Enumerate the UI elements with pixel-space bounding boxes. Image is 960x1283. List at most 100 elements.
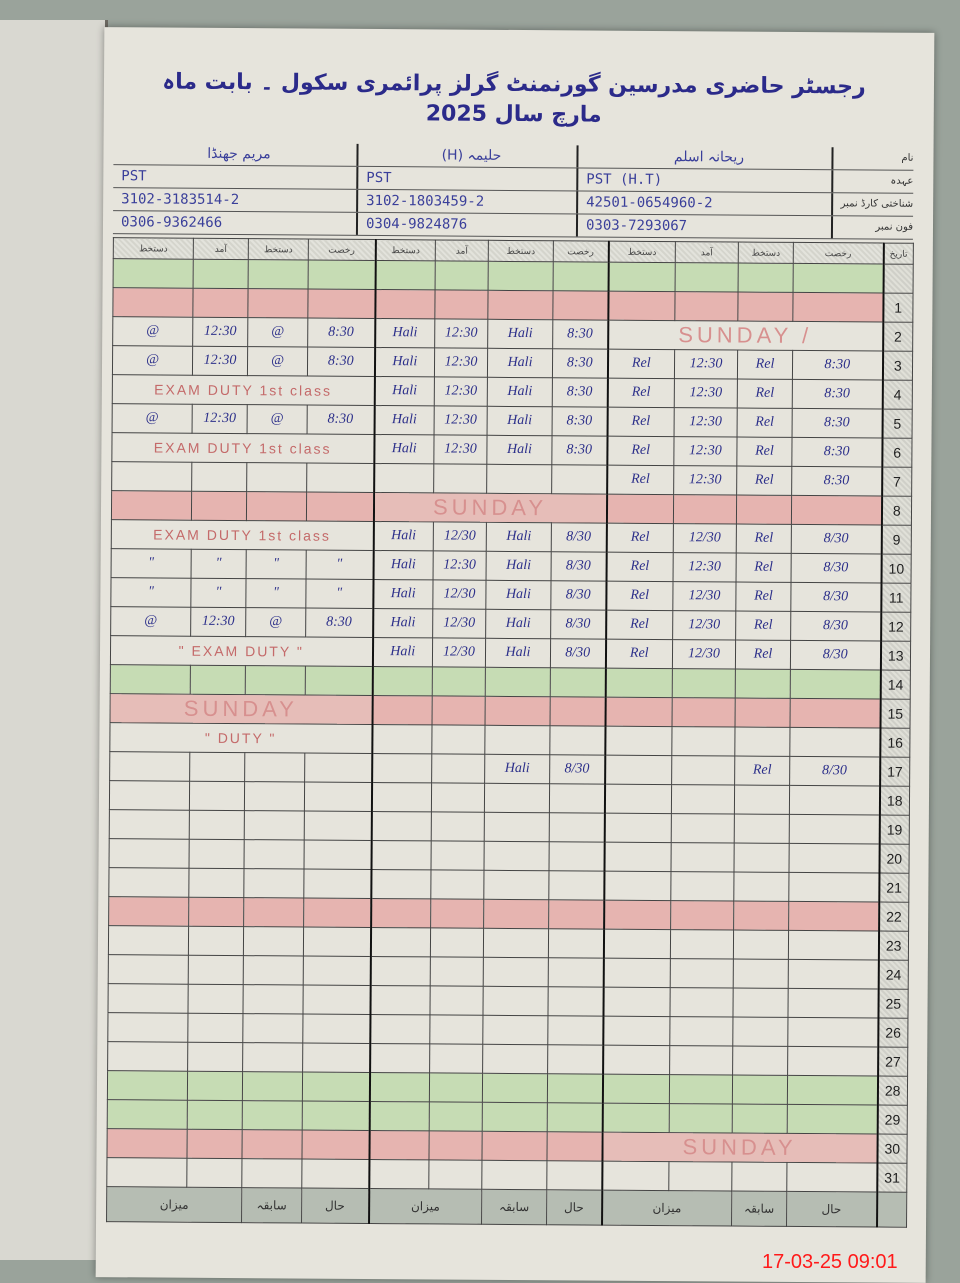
attendance-cell xyxy=(428,1159,482,1190)
attendance-cell xyxy=(788,959,879,990)
attendance-cell xyxy=(307,289,376,319)
day-number: 30 xyxy=(876,1134,908,1164)
attendance-cell: 12/30 xyxy=(672,610,736,641)
attendance-cell xyxy=(246,491,307,522)
attendance-cell xyxy=(430,898,484,929)
attendance-cell xyxy=(429,1101,483,1132)
attendance-cell xyxy=(546,1131,603,1162)
empty-cell xyxy=(308,260,376,290)
day-number: 1 xyxy=(882,293,914,323)
attendance-cell xyxy=(547,1102,603,1133)
day-number: 20 xyxy=(878,844,910,874)
attendance-cell xyxy=(786,1162,877,1193)
teacher-cnic: 42501-0654960-2 xyxy=(578,191,834,216)
attendance-cell xyxy=(671,726,736,757)
attendance-cell xyxy=(306,492,374,522)
attendance-cell xyxy=(304,811,372,841)
day-number: 13 xyxy=(880,641,911,671)
attendance-cell xyxy=(671,755,735,786)
attendance-cell xyxy=(186,1158,242,1188)
day-number: 2 xyxy=(882,322,913,352)
attendance-cell: Hali xyxy=(485,580,552,610)
header-label: عہدہ xyxy=(890,175,914,187)
attendance-cell xyxy=(787,1046,878,1077)
day-number: 26 xyxy=(877,1018,908,1048)
attendance-cell: 12:30 xyxy=(674,378,738,409)
duty-note: EXAM DUTY 1st class xyxy=(112,374,375,406)
attendance-cell xyxy=(243,926,304,957)
attendance-cell xyxy=(671,784,735,815)
attendance-cell: 12:30 xyxy=(674,349,738,380)
attendance-cell: " xyxy=(190,578,247,608)
attendance-cell xyxy=(242,1013,303,1044)
attendance-cell xyxy=(368,1159,429,1189)
empty-cell xyxy=(113,258,194,289)
attendance-cell xyxy=(429,985,484,1016)
attendance-cell: 8/30 xyxy=(789,756,880,787)
attendance-cell xyxy=(187,1042,243,1072)
day-number: 28 xyxy=(877,1076,908,1106)
attendance-cell xyxy=(303,956,371,986)
attendance-cell xyxy=(483,899,549,929)
attendance-cell: 8:30 xyxy=(307,405,375,435)
attendance-cell xyxy=(547,986,604,1017)
attendance-cell xyxy=(602,987,671,1017)
attendance-cell: Rel xyxy=(737,350,793,380)
header-label: شناختی کارڈ نمبر xyxy=(840,198,914,210)
footer-label: حال xyxy=(786,1191,877,1228)
attendance-cell: 8/30 xyxy=(551,551,607,582)
attendance-cell: 12/30 xyxy=(672,639,736,670)
attendance-cell: Rel xyxy=(735,640,791,670)
header-row-phone: 0306-9362466 0304-9824876 0303-7293067 فون … xyxy=(112,211,914,240)
attendance-cell xyxy=(734,785,790,815)
attendance-cell: Rel xyxy=(605,610,673,640)
attendance-cell xyxy=(737,292,794,322)
attendance-cell xyxy=(484,783,550,813)
attendance-cell xyxy=(188,926,244,956)
sunday-note: SUNDAY xyxy=(601,1132,878,1164)
teacher-name: ریحانہ اسلم xyxy=(578,145,834,170)
attendance-cell: 8:30 xyxy=(307,347,375,377)
attendance-cell xyxy=(370,869,431,899)
attendance-cell: 8:30 xyxy=(792,379,883,410)
attendance-cell: 12:30 xyxy=(673,436,738,467)
attendance-cell xyxy=(789,785,880,816)
attendance-cell: Hali xyxy=(487,348,553,378)
day-number: 27 xyxy=(877,1047,908,1077)
register-title: رجسٹر حاضری مدرسین گورنمنٹ گرلز پرائمری … xyxy=(162,69,866,128)
column-header: رخصت xyxy=(308,239,376,261)
attendance-cell xyxy=(604,755,672,785)
attendance-cell: 8:30 xyxy=(552,377,608,408)
empty-cell xyxy=(193,259,249,289)
attendance-cell xyxy=(669,1074,733,1105)
attendance-cell xyxy=(304,782,372,812)
attendance-cell xyxy=(370,927,431,957)
attendance-cell: 12/30 xyxy=(672,581,737,612)
day-number: 29 xyxy=(877,1105,908,1135)
attendance-cell xyxy=(550,696,606,727)
attendance-cell: " xyxy=(111,548,192,579)
attendance-cell xyxy=(110,664,191,695)
attendance-cell xyxy=(370,840,432,870)
attendance-cell: Rel xyxy=(737,408,793,438)
attendance-cell xyxy=(242,1100,303,1131)
attendance-cell: 12:30 xyxy=(434,318,488,349)
day-number: 14 xyxy=(880,670,911,700)
teacher-header: مریم جھنڈا حلیمہ (H) ریحانہ اسلم نام PST PST P… xyxy=(112,142,914,240)
day-number: 9 xyxy=(881,525,912,555)
attendance-cell: 8:30 xyxy=(792,350,883,381)
attendance-cell xyxy=(482,1102,548,1132)
attendance-cell xyxy=(109,780,190,811)
attendance-cell: 12/30 xyxy=(433,521,487,552)
attendance-cell xyxy=(732,1104,788,1134)
attendance-cell xyxy=(605,697,673,727)
day-number: 4 xyxy=(882,380,913,410)
attendance-cell xyxy=(244,781,305,812)
attendance-cell xyxy=(187,1013,243,1043)
column-header: دستخط xyxy=(738,242,794,264)
attendance-cell xyxy=(189,810,245,840)
attendance-cell: Rel xyxy=(606,552,674,582)
attendance-cell xyxy=(736,495,792,525)
attendance-cell xyxy=(549,783,605,814)
duty-note: " DUTY " xyxy=(109,722,373,754)
